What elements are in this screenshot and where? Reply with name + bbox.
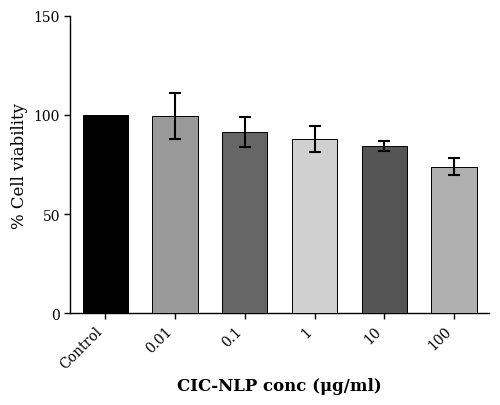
Bar bbox=[222, 132, 268, 314]
Bar bbox=[152, 117, 198, 314]
X-axis label: CIC-NLP conc (μg/ml): CIC-NLP conc (μg/ml) bbox=[178, 377, 382, 394]
Bar bbox=[292, 139, 337, 314]
Y-axis label: % Cell viability: % Cell viability bbox=[11, 102, 28, 228]
Bar bbox=[82, 115, 128, 314]
Bar bbox=[362, 146, 407, 314]
Bar bbox=[432, 167, 476, 314]
